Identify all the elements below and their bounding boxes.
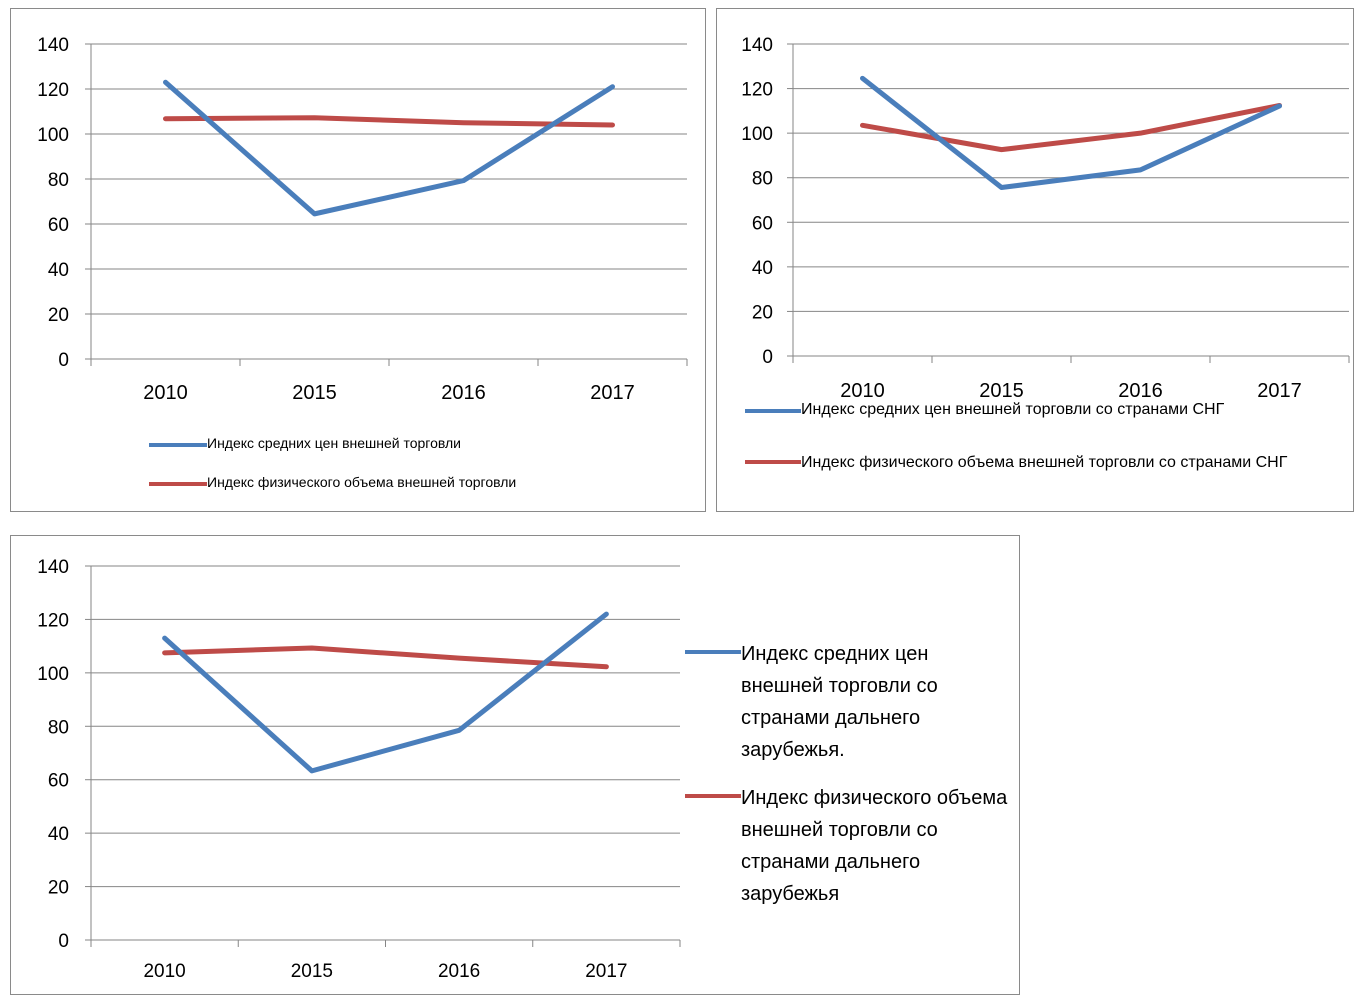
x-tick-label: 2016	[441, 382, 486, 404]
legend-swatch-red	[149, 482, 207, 486]
y-tick-label: 40	[48, 824, 69, 845]
y-tick-label: 40	[48, 260, 69, 281]
x-tick-label: 2017	[1257, 380, 1302, 402]
legend-item-volume-index: Индекс физического объема внешней торгов…	[149, 474, 516, 490]
chart-panel-1: 0 20 40 60 80 100 120 140 2010 2015 2016 2017 Индек…	[10, 8, 706, 512]
legend-label: Индекс физического объема внешней торгов…	[741, 787, 1008, 905]
legend-swatch-red	[745, 460, 801, 464]
legend-item-price-index-cis: Индекс средних цен внешней торговли со с…	[745, 401, 1224, 419]
y-tick-label: 0	[58, 931, 69, 952]
x-tick-label: 2016	[1118, 380, 1163, 402]
y-tick-label: 100	[37, 664, 69, 685]
series-line-volume-index	[860, 103, 1282, 153]
x-tick-label: 2016	[438, 961, 480, 982]
series-line-volume-index	[162, 645, 609, 670]
x-tick-label: 2010	[143, 382, 188, 404]
y-tick-label: 20	[48, 878, 69, 899]
y-tick-label: 40	[752, 258, 773, 279]
legend-item-volume-index-far: Индекс физического объема внешней торгов…	[685, 782, 1011, 910]
y-tick-label: 120	[741, 80, 773, 101]
y-tick-label: 80	[752, 169, 773, 190]
legend-label: Индекс средних цен внешней торговли	[207, 435, 461, 451]
series-line-price-index	[860, 75, 1282, 191]
legend-label: Индекс средних цен внешней торговли со с…	[741, 643, 938, 761]
y-tick-label: 0	[762, 347, 773, 368]
legend-label: Индекс физического объема внешней торгов…	[801, 454, 1288, 471]
x-tick-label: 2017	[590, 382, 635, 404]
legend-swatch-blue	[149, 443, 207, 447]
y-tick-label: 60	[752, 213, 773, 234]
y-tick-label: 140	[741, 35, 773, 56]
y-tick-label: 80	[48, 170, 69, 191]
legend-label: Индекс средних цен внешней торговли со с…	[801, 401, 1225, 418]
chart-panel-2: 0 20 40 60 80 100 120 140 2010 2015 2016 2017 Индек…	[716, 8, 1354, 512]
chart-panel-3: 0 20 40 60 80 100 120 140 2010 2015 2016 2017 Индек…	[10, 535, 1020, 995]
x-tick-label: 2017	[585, 961, 627, 982]
line-chart-3: 0 20 40 60 80 100 120 140 2010 2015 2016 2017	[37, 557, 681, 982]
legend-swatch-blue	[685, 650, 741, 654]
y-tick-label: 20	[752, 302, 773, 323]
line-chart-1: 0 20 40 60 80 100 120 140 2010 2015 2016 2017	[37, 35, 688, 404]
series-line-volume-index	[163, 115, 615, 128]
y-tick-label: 140	[37, 35, 69, 56]
y-tick-label: 120	[37, 80, 69, 101]
x-tick-label: 2010	[840, 380, 885, 402]
y-tick-label: 60	[48, 215, 69, 236]
y-tick-label: 100	[741, 124, 773, 145]
y-tick-label: 120	[37, 610, 69, 631]
legend-label: Индекс физического объема внешней торгов…	[207, 474, 517, 490]
series-line-price-index	[162, 611, 609, 774]
legend-swatch-red	[685, 794, 741, 798]
x-tick-label: 2015	[292, 382, 337, 404]
line-chart-2: 0 20 40 60 80 100 120 140 2010 2015 2016 2017	[741, 35, 1350, 402]
legend-swatch-blue	[745, 409, 801, 413]
y-tick-label: 140	[37, 557, 69, 578]
legend-item-price-index: Индекс средних цен внешней торговли	[149, 435, 461, 451]
x-tick-label: 2015	[291, 961, 333, 982]
y-tick-label: 100	[37, 125, 69, 146]
y-tick-label: 60	[48, 771, 69, 792]
legend-item-volume-index-cis: Индекс физического объема внешней торгов…	[745, 452, 1341, 474]
legend-item-price-index-far: Индекс средних цен внешней торговли со с…	[685, 638, 1011, 766]
x-tick-label: 2015	[979, 380, 1024, 402]
y-tick-label: 0	[58, 350, 69, 371]
series-line-price-index	[163, 79, 615, 217]
y-tick-label: 20	[48, 305, 69, 326]
y-tick-label: 80	[48, 717, 69, 738]
x-tick-label: 2010	[143, 961, 185, 982]
